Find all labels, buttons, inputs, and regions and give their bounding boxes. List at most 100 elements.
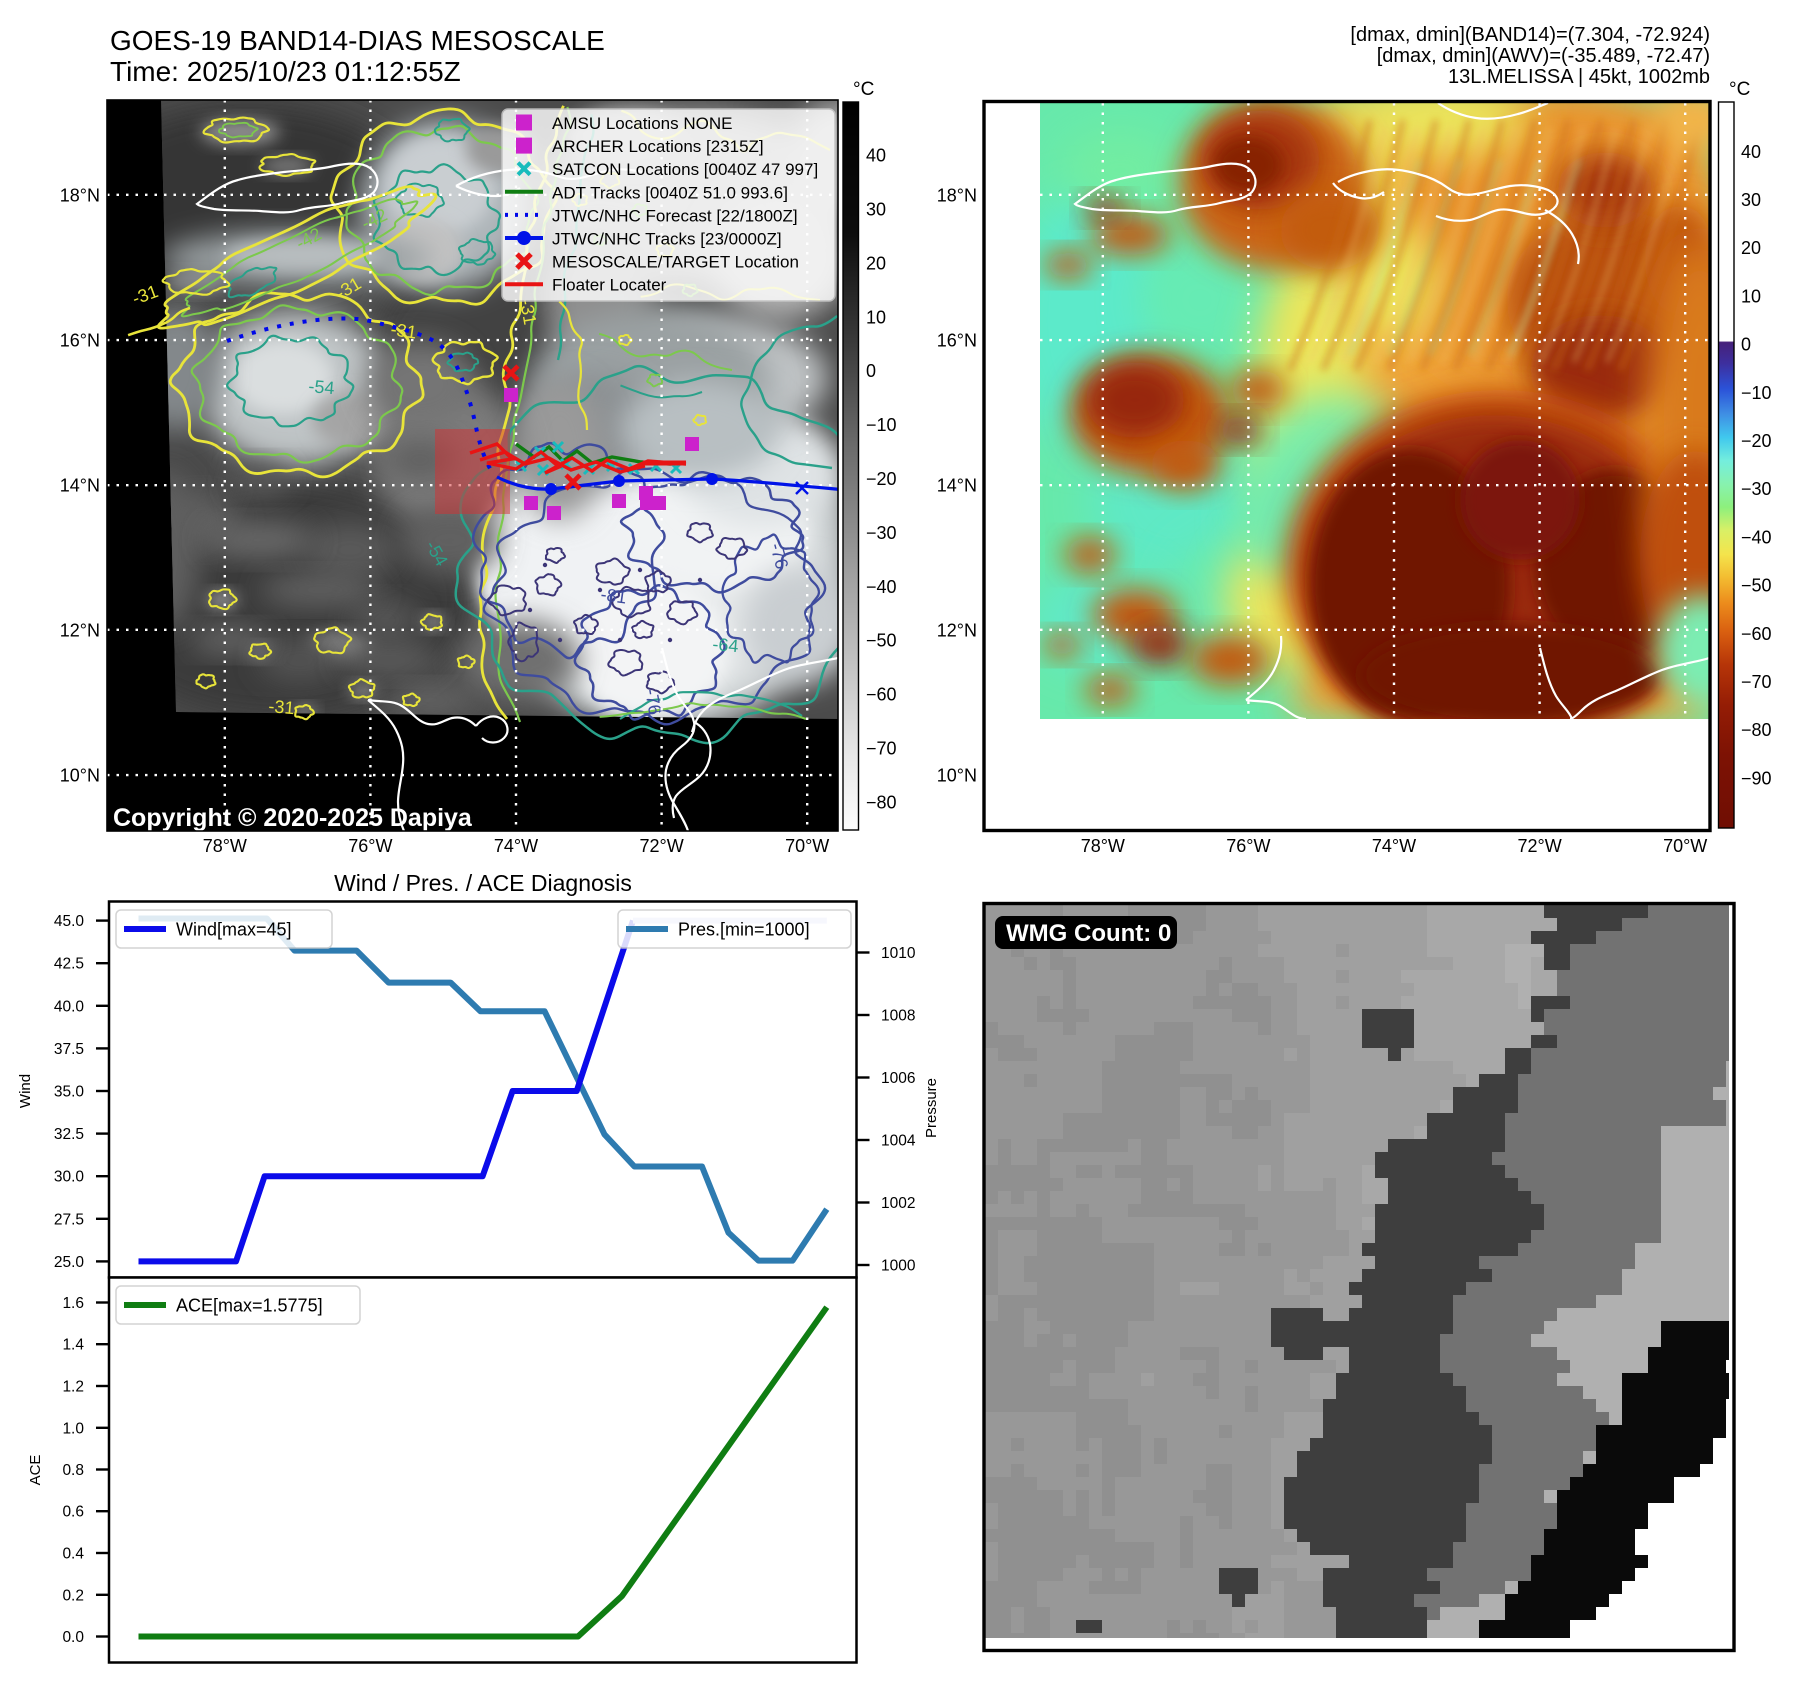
svg-text:0.4: 0.4 <box>62 1546 84 1563</box>
svg-text:14°N: 14°N <box>937 476 977 496</box>
svg-text:Time: 2025/10/23 01:12:55Z: Time: 2025/10/23 01:12:55Z <box>110 56 461 87</box>
svg-text:1008: 1008 <box>881 1008 915 1025</box>
svg-text:-31: -31 <box>268 696 296 718</box>
svg-text:40.0: 40.0 <box>54 998 85 1015</box>
svg-text:30: 30 <box>866 200 886 220</box>
svg-text:35.0: 35.0 <box>54 1084 85 1101</box>
svg-text:Pres.[min=1000]: Pres.[min=1000] <box>678 920 810 940</box>
svg-text:-31: -31 <box>389 319 418 342</box>
svg-text:76°W: 76°W <box>1226 836 1270 856</box>
svg-text:13L.MELISSA | 45kt, 1002mb: 13L.MELISSA | 45kt, 1002mb <box>1448 66 1710 88</box>
svg-text:−30: −30 <box>866 523 897 543</box>
svg-text:-54: -54 <box>308 376 336 398</box>
svg-text:76°W: 76°W <box>348 836 392 856</box>
svg-text:Wind[max=45]: Wind[max=45] <box>176 920 292 940</box>
svg-text:Copyright © 2020-2025 Dapiya: Copyright © 2020-2025 Dapiya <box>113 804 473 832</box>
svg-text:37.5: 37.5 <box>54 1041 84 1058</box>
svg-text:1000: 1000 <box>881 1258 916 1275</box>
svg-text:WMG Count: 0: WMG Count: 0 <box>1006 920 1171 947</box>
svg-text:Wind / Pres. / ACE Diagnosis: Wind / Pres. / ACE Diagnosis <box>334 870 632 896</box>
svg-text:−60: −60 <box>1741 624 1772 644</box>
svg-text:−90: −90 <box>1741 768 1772 788</box>
svg-text:JTWC/NHC Forecast [22/1800Z]: JTWC/NHC Forecast [22/1800Z] <box>552 206 798 225</box>
svg-text:72°W: 72°W <box>639 836 683 856</box>
svg-text:−10: −10 <box>1741 383 1772 403</box>
svg-text:ARCHER Locations [2315Z]: ARCHER Locations [2315Z] <box>552 137 764 156</box>
svg-text:−20: −20 <box>1741 431 1772 451</box>
svg-text:30.0: 30.0 <box>54 1169 85 1186</box>
svg-text:−70: −70 <box>1741 672 1772 692</box>
svg-text:18°N: 18°N <box>60 185 100 205</box>
svg-text:−70: −70 <box>866 739 897 759</box>
svg-text:12°N: 12°N <box>60 620 100 640</box>
svg-text:16°N: 16°N <box>60 331 100 351</box>
svg-text:1010: 1010 <box>881 945 916 962</box>
svg-text:72°W: 72°W <box>1517 836 1561 856</box>
svg-text:0.6: 0.6 <box>62 1504 84 1521</box>
svg-text:ADT Tracks [0040Z 51.0 993.6]: ADT Tracks [0040Z 51.0 993.6] <box>552 183 788 202</box>
svg-text:0: 0 <box>1741 335 1751 355</box>
svg-text:−80: −80 <box>866 792 897 812</box>
svg-text:MESOSCALE/TARGET Location: MESOSCALE/TARGET Location <box>552 253 799 272</box>
svg-text:1.4: 1.4 <box>62 1337 84 1354</box>
svg-text:°C: °C <box>1729 79 1750 100</box>
svg-text:10: 10 <box>866 307 886 327</box>
svg-text:JTWC/NHC Tracks [23/0000Z]: JTWC/NHC Tracks [23/0000Z] <box>552 230 782 249</box>
svg-text:12°N: 12°N <box>937 620 977 640</box>
svg-text:[dmax, dmin](AWV)=(-35.489, -7: [dmax, dmin](AWV)=(-35.489, -72.47) <box>1377 45 1710 67</box>
svg-text:10°N: 10°N <box>60 766 100 786</box>
svg-text:−10: −10 <box>866 415 897 435</box>
svg-text:ACE[max=1.5775]: ACE[max=1.5775] <box>176 1296 323 1316</box>
svg-text:−20: −20 <box>866 469 897 489</box>
svg-text:1.0: 1.0 <box>62 1420 84 1437</box>
svg-text:27.5: 27.5 <box>54 1211 84 1228</box>
svg-text:−40: −40 <box>866 577 897 597</box>
svg-text:ACE: ACE <box>27 1455 44 1486</box>
svg-text:GOES-19 BAND14-DIAS MESOSCALE: GOES-19 BAND14-DIAS MESOSCALE <box>110 25 605 56</box>
svg-text:−80: −80 <box>1741 720 1772 740</box>
svg-text:-76: -76 <box>641 687 665 716</box>
svg-text:Floater Locater: Floater Locater <box>552 276 667 295</box>
svg-text:40: 40 <box>1741 142 1761 162</box>
svg-text:SATCON Locations [0040Z 47 997: SATCON Locations [0040Z 47 997] <box>552 160 818 179</box>
svg-text:-31: -31 <box>516 297 540 326</box>
svg-text:1.2: 1.2 <box>62 1379 84 1396</box>
svg-text:Wind: Wind <box>17 1074 34 1108</box>
svg-text:1002: 1002 <box>881 1195 915 1212</box>
svg-text:−40: −40 <box>1741 527 1772 547</box>
svg-text:16°N: 16°N <box>937 331 977 351</box>
svg-text:70°W: 70°W <box>1663 836 1707 856</box>
svg-text:[dmax, dmin](BAND14)=(7.304, -: [dmax, dmin](BAND14)=(7.304, -72.924) <box>1350 24 1710 46</box>
svg-text:70°W: 70°W <box>785 836 829 856</box>
svg-text:1.6: 1.6 <box>62 1295 84 1312</box>
svg-text:1006: 1006 <box>881 1070 915 1087</box>
svg-text:30: 30 <box>1741 190 1761 210</box>
svg-text:°C: °C <box>853 79 874 100</box>
svg-text:−30: −30 <box>1741 479 1772 499</box>
svg-text:−50: −50 <box>866 631 897 651</box>
svg-text:0.8: 0.8 <box>62 1462 84 1479</box>
svg-text:18°N: 18°N <box>937 185 977 205</box>
svg-text:78°W: 78°W <box>203 836 247 856</box>
svg-text:1004: 1004 <box>881 1133 916 1150</box>
svg-text:0.0: 0.0 <box>62 1629 84 1646</box>
svg-text:32.5: 32.5 <box>54 1126 84 1143</box>
svg-text:−50: −50 <box>1741 576 1772 596</box>
svg-text:25.0: 25.0 <box>54 1254 85 1271</box>
svg-text:0.2: 0.2 <box>62 1587 84 1604</box>
svg-text:-64: -64 <box>712 634 740 656</box>
svg-text:20: 20 <box>866 253 886 273</box>
svg-text:-81: -81 <box>599 584 628 607</box>
svg-text:74°W: 74°W <box>1372 836 1416 856</box>
svg-text:10: 10 <box>1741 286 1761 306</box>
svg-text:10°N: 10°N <box>937 766 977 786</box>
svg-text:42.5: 42.5 <box>54 956 84 973</box>
svg-text:20: 20 <box>1741 238 1761 258</box>
svg-text:14°N: 14°N <box>60 476 100 496</box>
svg-text:40: 40 <box>866 146 886 166</box>
svg-text:45.0: 45.0 <box>54 913 85 930</box>
svg-text:78°W: 78°W <box>1081 836 1125 856</box>
svg-text:AMSU Locations NONE: AMSU Locations NONE <box>552 114 732 133</box>
svg-text:74°W: 74°W <box>494 836 538 856</box>
svg-text:Pressure: Pressure <box>923 1078 940 1138</box>
